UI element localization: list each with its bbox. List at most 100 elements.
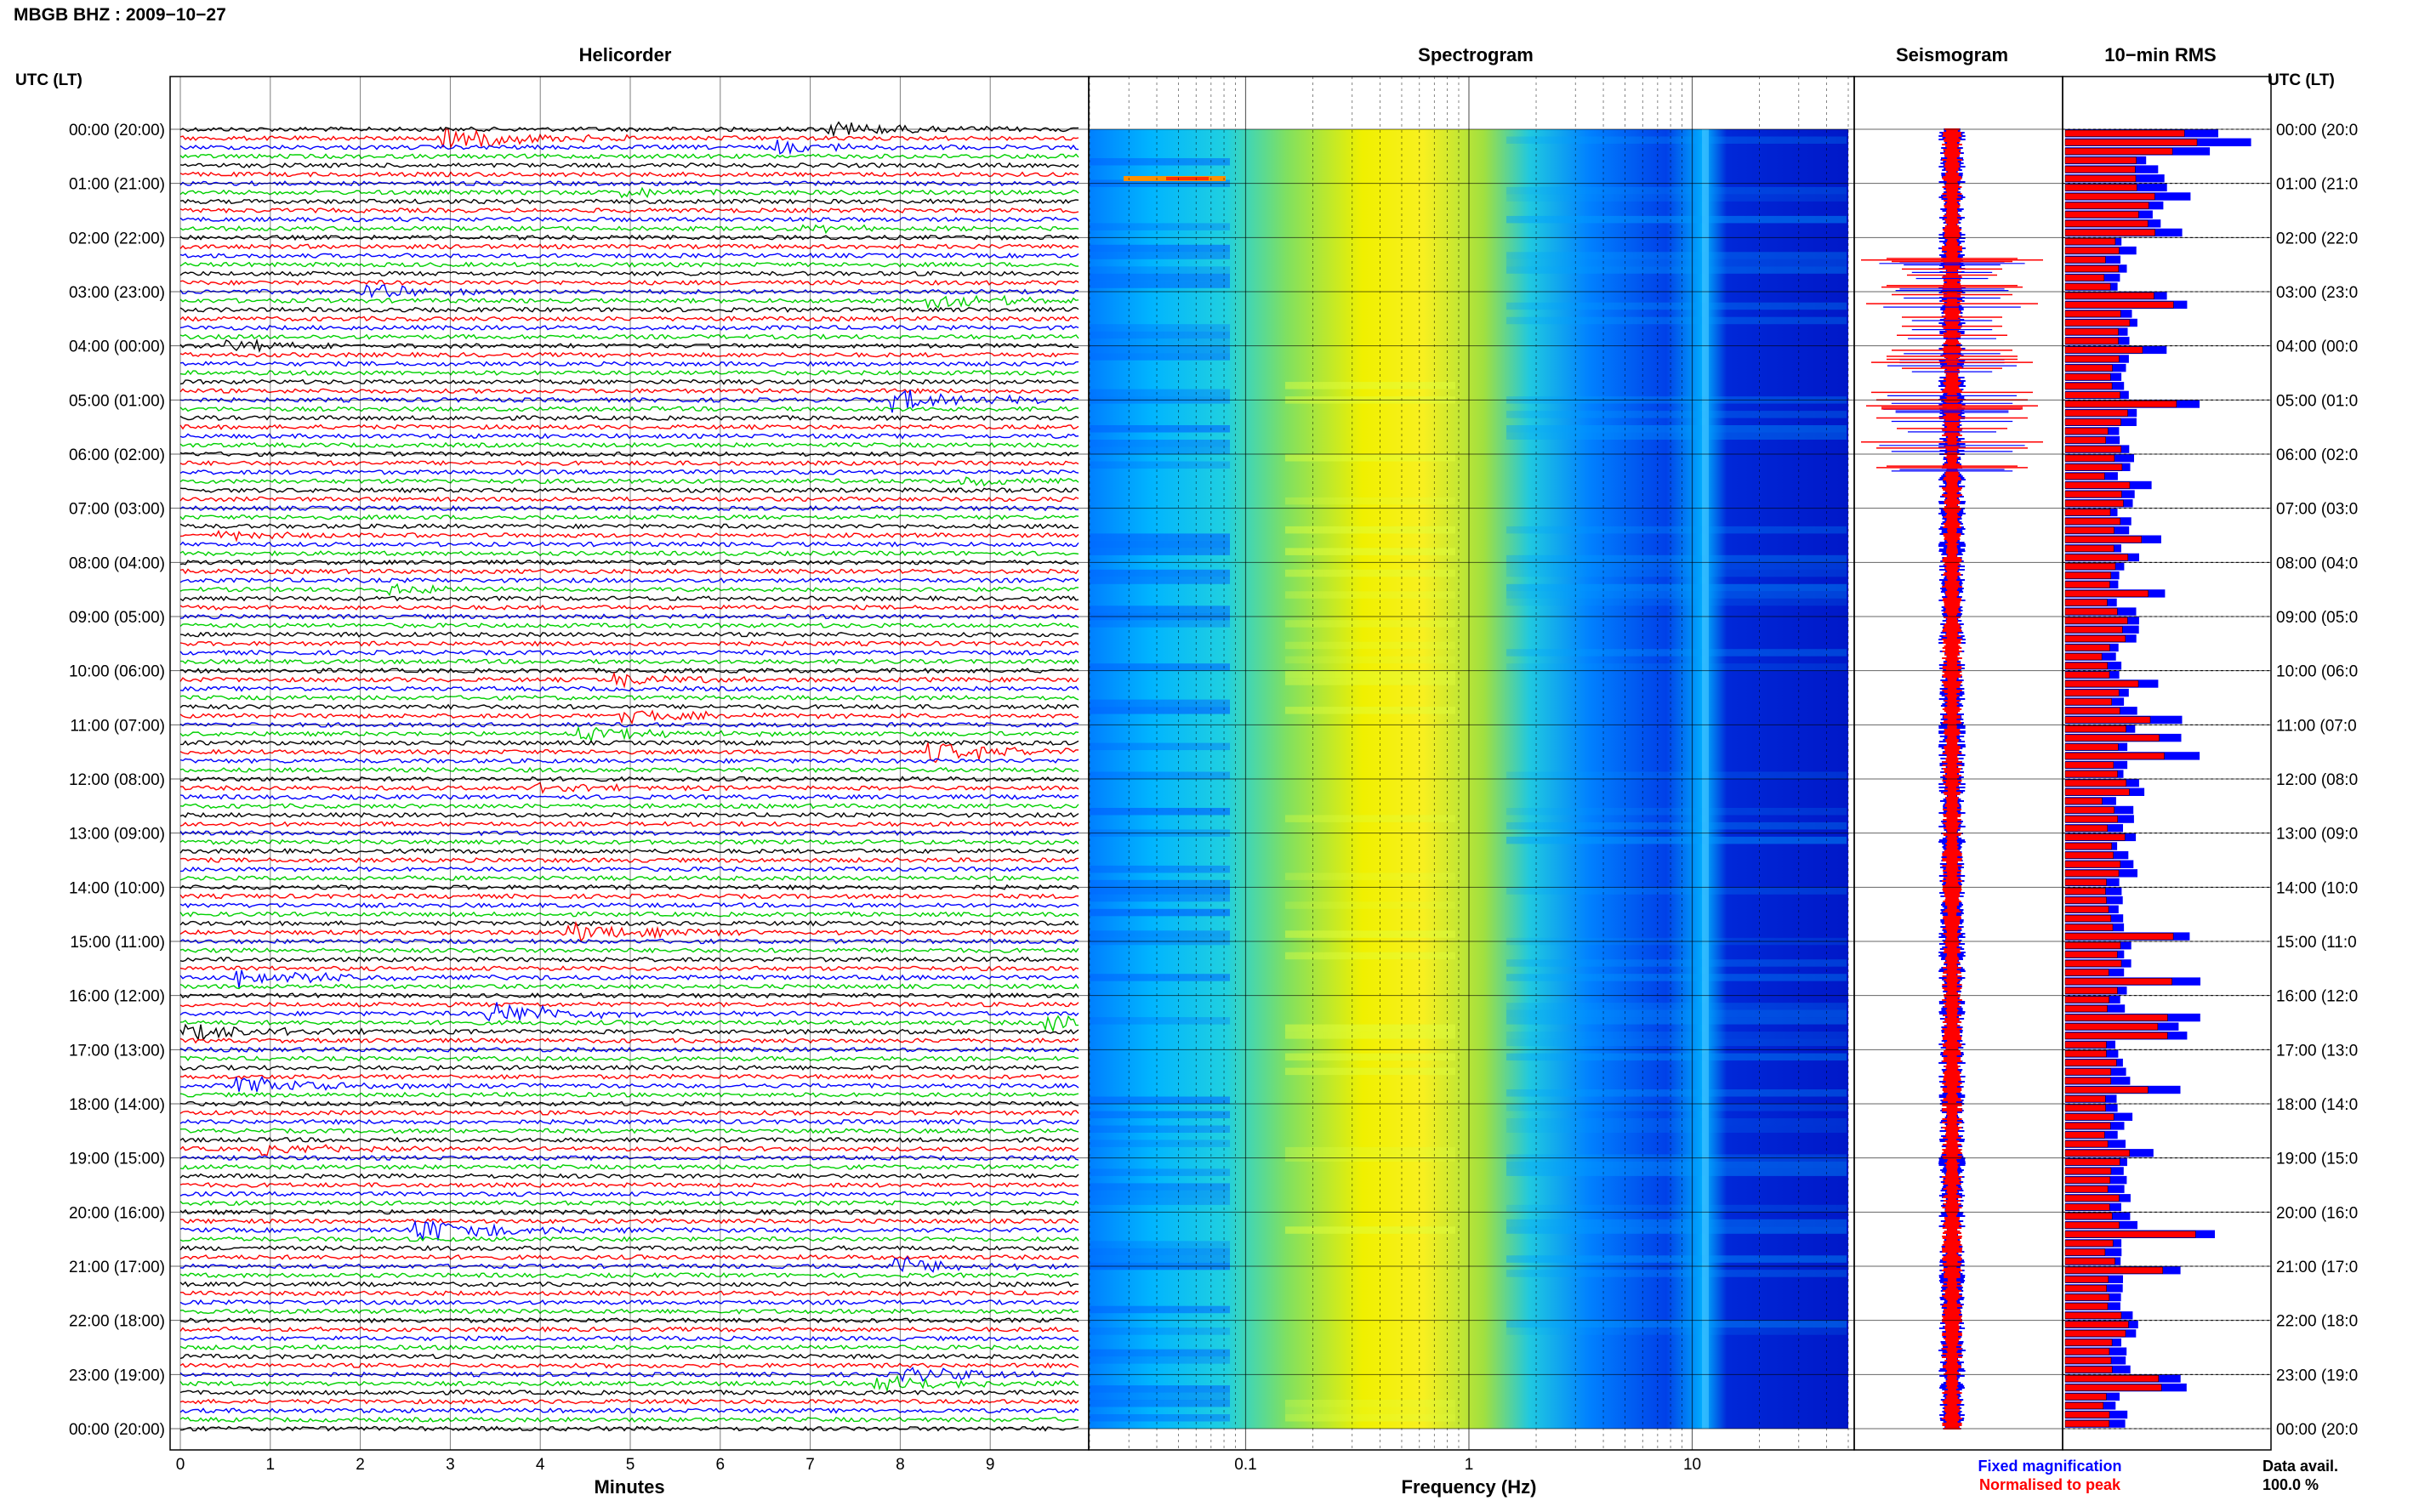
minute-tick-label: 7 — [805, 1456, 815, 1474]
rms-bar-normalised — [2064, 986, 2118, 994]
rms-bar-normalised — [2064, 671, 2110, 679]
time-label-right: 07:00 (03:0 — [2276, 501, 2358, 519]
time-label-right: 12:00 (08:0 — [2276, 771, 2358, 789]
helicorder-trace — [179, 1219, 1079, 1242]
helicorder-trace — [179, 658, 1079, 665]
helicorder-trace — [179, 1110, 1079, 1117]
helicorder-trace — [179, 649, 1079, 657]
time-label-right: 02:00 (22:0 — [2276, 230, 2358, 247]
helicorder-trace — [179, 1361, 1079, 1369]
helicorder-trace — [179, 1272, 1079, 1279]
helicorder-trace — [179, 1398, 1079, 1406]
rms-bar-normalised — [2064, 401, 2177, 408]
spectrogram-band — [1090, 446, 1230, 454]
rms-bar-normalised — [2064, 634, 2126, 643]
spectrogram-band — [1090, 1111, 1230, 1118]
helicorder-trace — [179, 1200, 1079, 1207]
spectrogram-band — [1090, 865, 1230, 873]
rms-bar-normalised — [2064, 274, 2105, 281]
left-axis-label: UTC (LT) — [15, 71, 83, 89]
helicorder-trace — [179, 486, 1079, 494]
helicorder-trace — [179, 324, 1079, 331]
helicorder-trace — [179, 965, 1079, 972]
helicorder-trace — [179, 1281, 1079, 1287]
time-label-right: 06:00 (02:0 — [2276, 446, 2358, 464]
helicorder-trace — [179, 893, 1079, 900]
time-label-left: 16:00 (12:00) — [69, 988, 165, 1006]
helicorder-trace — [179, 695, 1079, 701]
rms-bar-normalised — [2064, 1185, 2109, 1193]
rms-bar-normalised — [2064, 788, 2130, 796]
rms-bar-normalised — [2064, 761, 2114, 769]
spectrogram-band — [1090, 389, 1230, 397]
spectrogram-band — [1090, 1017, 1230, 1025]
spectrogram-band — [1506, 411, 1847, 418]
helicorder-trace — [179, 1023, 1079, 1042]
rms-bar-normalised — [2064, 617, 2128, 624]
minute-tick-label: 9 — [986, 1456, 995, 1474]
rms-bar-normalised — [2064, 608, 2118, 616]
spectrogram-band — [1506, 974, 1847, 981]
time-label-right: 15:00 (11:0 — [2276, 934, 2357, 952]
rms-bar-normalised — [2064, 301, 2174, 309]
helicorder-trace — [179, 338, 1079, 354]
rms-bar-normalised — [2064, 1095, 2106, 1103]
helicorder-trace — [179, 496, 1079, 503]
helicorder-trace — [179, 577, 1079, 584]
spectrogram-band — [1285, 873, 1455, 880]
rms-bar-normalised — [2064, 247, 2120, 254]
spectrogram-band — [1090, 324, 1230, 332]
spectrogram-band — [1090, 577, 1230, 584]
spectrogram-band — [1090, 1392, 1230, 1401]
time-label-right: 18:00 (14:0 — [2276, 1096, 2358, 1114]
spectrogram-band — [1285, 670, 1455, 679]
spectrogram-band — [1090, 1327, 1230, 1335]
helicorder-trace — [179, 947, 1079, 954]
minute-tick-label: 4 — [536, 1456, 545, 1474]
rms-bar-normalised — [2064, 518, 2120, 526]
helicorder-trace — [179, 207, 1079, 214]
helicorder-trace — [179, 306, 1079, 313]
rms-bar-normalised — [2064, 851, 2114, 859]
spectrogram-band — [1506, 836, 1847, 844]
helicorder-trace — [179, 1425, 1079, 1432]
rms-bar-normalised — [2064, 1366, 2113, 1373]
helicorder-trace — [179, 671, 1079, 689]
spectrogram-band — [1090, 894, 1230, 902]
helicorder-trace — [179, 703, 1079, 710]
time-label-right: 19:00 (15:0 — [2276, 1151, 2358, 1168]
rms-bar-normalised — [2064, 797, 2103, 805]
spectrogram-band — [1285, 952, 1455, 960]
rms-bar-normalised — [2064, 1131, 2105, 1139]
spectrogram-band — [1090, 1241, 1230, 1248]
spectrogram-band — [1285, 620, 1455, 628]
time-label-right: 00:00 (20:0 — [2276, 122, 2358, 139]
spectrogram-band — [1090, 548, 1230, 555]
frequency-tick-label: 1 — [1465, 1456, 1474, 1474]
rms-bar-normalised — [2064, 156, 2137, 164]
rms-bar-normalised — [2064, 409, 2128, 417]
rms-bar-normalised — [2064, 554, 2129, 561]
rms-bar-normalised — [2064, 337, 2119, 344]
helicorder-trace — [179, 742, 1079, 764]
rms-bar-normalised — [2064, 283, 2111, 291]
spectrogram-band — [1506, 663, 1847, 671]
legend-fixed: Fixed magnification — [1978, 1458, 2121, 1475]
rms-bar-normalised — [2064, 1005, 2108, 1013]
spectrogram-band — [1285, 569, 1455, 577]
helicorder-trace — [179, 270, 1079, 277]
spectrogram-band — [1285, 1032, 1455, 1039]
spectrogram-band — [1090, 808, 1230, 816]
spectrogram-band — [1506, 432, 1847, 440]
helicorder-trace — [179, 1055, 1079, 1062]
rms-bar-normalised — [2064, 1221, 2120, 1229]
helicorder-trace — [179, 514, 1079, 520]
rms-bar-normalised — [2064, 139, 2198, 146]
spectrogram-band — [1285, 591, 1455, 599]
helicorder-trace — [179, 162, 1079, 168]
spectrogram-band — [1506, 1038, 1847, 1047]
spectrogram-band — [1506, 1226, 1847, 1234]
helicorder-trace — [179, 911, 1079, 918]
rms-bar-normalised — [2064, 1411, 2110, 1418]
rms-bar-normalised — [2064, 174, 2137, 182]
